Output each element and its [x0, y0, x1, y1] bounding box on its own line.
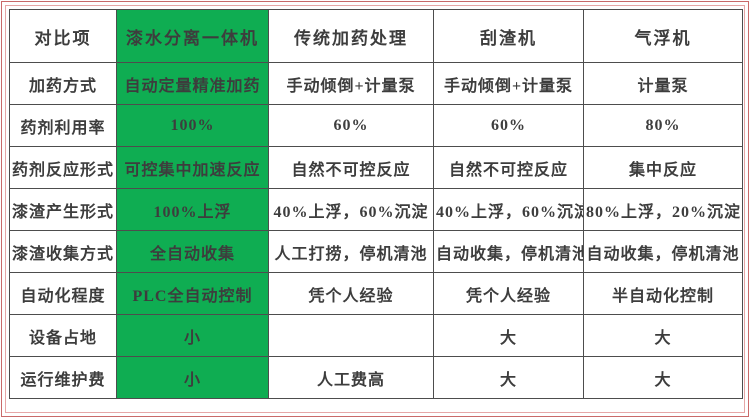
- table-body: 加药方式 自动定量精准加药 手动倾倒+计量泵 手动倾倒+计量泵 计量泵 药剂利用率 100%…: [9, 62, 743, 399]
- table-cell: 大: [583, 356, 743, 399]
- table-cell: 40%上浮，60%沉淀: [268, 188, 434, 231]
- highlight-cell: 自动定量精准加药: [116, 62, 269, 105]
- table-row: 设备占地小 大大: [9, 314, 743, 357]
- row-label: 漆渣收集方式: [9, 230, 117, 273]
- column-header-air-flotation: 气浮机: [583, 9, 743, 63]
- row-label: 自动化程度: [9, 272, 117, 315]
- table-cell: 60%: [268, 104, 434, 147]
- table-row: 药剂反应形式 可控集中加速反应 自然不可控反应 自然不可控反应 集中反应: [9, 146, 743, 189]
- table-row: 漆渣产生形式 100%上浮 40%上浮，60%沉淀 40%上浮，60%沉淀 80%上浮，…: [9, 188, 743, 231]
- table-row: 运行维护费小人工费高大大: [9, 356, 743, 399]
- column-header-highlight-product: 漆水分离一体机: [116, 9, 269, 63]
- row-label: 药剂利用率: [9, 104, 117, 147]
- highlight-cell: 100%上浮: [116, 188, 269, 231]
- row-label: 加药方式: [9, 62, 117, 105]
- table-cell: 自动收集，停机清池: [583, 230, 743, 273]
- table-cell: 自然不可控反应: [433, 146, 584, 189]
- table-cell: 凭个人经验: [268, 272, 434, 315]
- highlight-cell: 小: [116, 356, 269, 399]
- row-label: 运行维护费: [9, 356, 117, 399]
- highlight-cell: 全自动收集: [116, 230, 269, 273]
- header-row: 对比项 漆水分离一体机 传统加药处理 刮渣机 气浮机: [9, 9, 743, 63]
- table-cell: 半自动化控制: [583, 272, 743, 315]
- column-header-scraper-machine: 刮渣机: [433, 9, 584, 63]
- table-row: 加药方式 自动定量精准加药 手动倾倒+计量泵 手动倾倒+计量泵 计量泵: [9, 62, 743, 105]
- table-row: 药剂利用率 100% 60% 60% 80%: [9, 104, 743, 147]
- highlight-cell: 100%: [116, 104, 269, 147]
- row-label: 设备占地: [9, 314, 117, 357]
- row-label: 药剂反应形式: [9, 146, 117, 189]
- table-cell: 大: [433, 314, 584, 357]
- table-cell: 集中反应: [583, 146, 743, 189]
- table-cell: 大: [433, 356, 584, 399]
- highlight-cell: PLC全自动控制: [116, 272, 269, 315]
- table-cell: [268, 314, 434, 357]
- table-cell: 大: [583, 314, 743, 357]
- column-header-compare-item: 对比项: [9, 9, 117, 63]
- highlight-cell: 可控集中加速反应: [116, 146, 269, 189]
- table-cell: 手动倾倒+计量泵: [268, 62, 434, 105]
- table-row: 自动化程度 PLC全自动控制 凭个人经验 凭个人经验 半自动化控制: [9, 272, 743, 315]
- table-cell: 计量泵: [583, 62, 743, 105]
- row-label: 漆渣产生形式: [9, 188, 117, 231]
- table-row: 漆渣收集方式 全自动收集 人工打捞，停机清池 自动收集，停机清池 自动收集，停机清池: [9, 230, 743, 273]
- highlight-cell: 小: [116, 314, 269, 357]
- table-cell: 80%: [583, 104, 743, 147]
- table-cell: 人工打捞，停机清池: [268, 230, 434, 273]
- table-cell: 自动收集，停机清池: [433, 230, 584, 273]
- table-cell: 人工费高: [268, 356, 434, 399]
- comparison-table: 对比项 漆水分离一体机 传统加药处理 刮渣机 气浮机 加药方式 自动定量精准加药手…: [9, 9, 743, 399]
- table-cell: 40%上浮，60%沉淀: [433, 188, 584, 231]
- table-cell: 60%: [433, 104, 584, 147]
- column-header-traditional-dosing: 传统加药处理: [268, 9, 434, 63]
- table-cell: 自然不可控反应: [268, 146, 434, 189]
- table-cell: 手动倾倒+计量泵: [433, 62, 584, 105]
- table-cell: 凭个人经验: [433, 272, 584, 315]
- table-cell: 80%上浮，20%沉淀: [583, 188, 743, 231]
